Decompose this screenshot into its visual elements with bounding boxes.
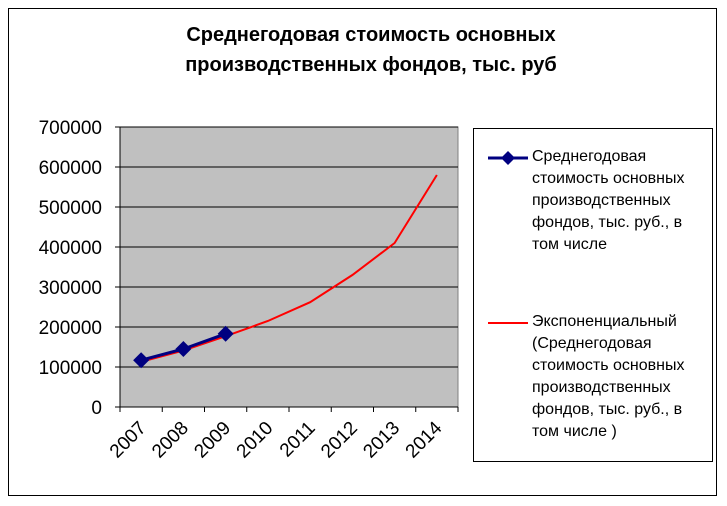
y-tick-label: 600000 (39, 158, 102, 179)
y-tick-label: 300000 (39, 278, 102, 299)
marker (133, 352, 150, 369)
chart-frame (8, 8, 717, 496)
y-tick-label: 100000 (39, 358, 102, 379)
x-tick-label: 2012 (317, 418, 362, 463)
x-tick-label: 2014 (402, 417, 447, 462)
plot-area (119, 126, 459, 408)
chart-title: Среднегодовая стоимость основных произво… (185, 24, 557, 76)
x-tick-label: 2010 (233, 418, 278, 463)
legend: Среднегодовая стоимость основных произво… (473, 128, 713, 462)
legend-label: Экспоненциальный (Среднегодовая стоимост… (532, 313, 685, 440)
y-tick-label: 400000 (39, 238, 102, 259)
legend-keys (488, 151, 528, 324)
y-tick-label: 0 (91, 398, 102, 419)
y-tick-label: 700000 (39, 118, 102, 139)
x-tick-label: 2013 (359, 418, 404, 463)
x-tick-label: 2009 (190, 418, 235, 463)
marker (217, 325, 234, 342)
x-tick-label: 2011 (276, 418, 320, 462)
x-tick-label: 2007 (106, 418, 151, 463)
y-tick-label: 200000 (39, 318, 102, 339)
legend-label: Среднегодовая стоимость основных произво… (532, 148, 685, 253)
x-tick-label: 2008 (148, 418, 193, 463)
y-tick-label: 500000 (39, 198, 102, 219)
legend-marker (501, 151, 515, 165)
marker (175, 341, 192, 357)
